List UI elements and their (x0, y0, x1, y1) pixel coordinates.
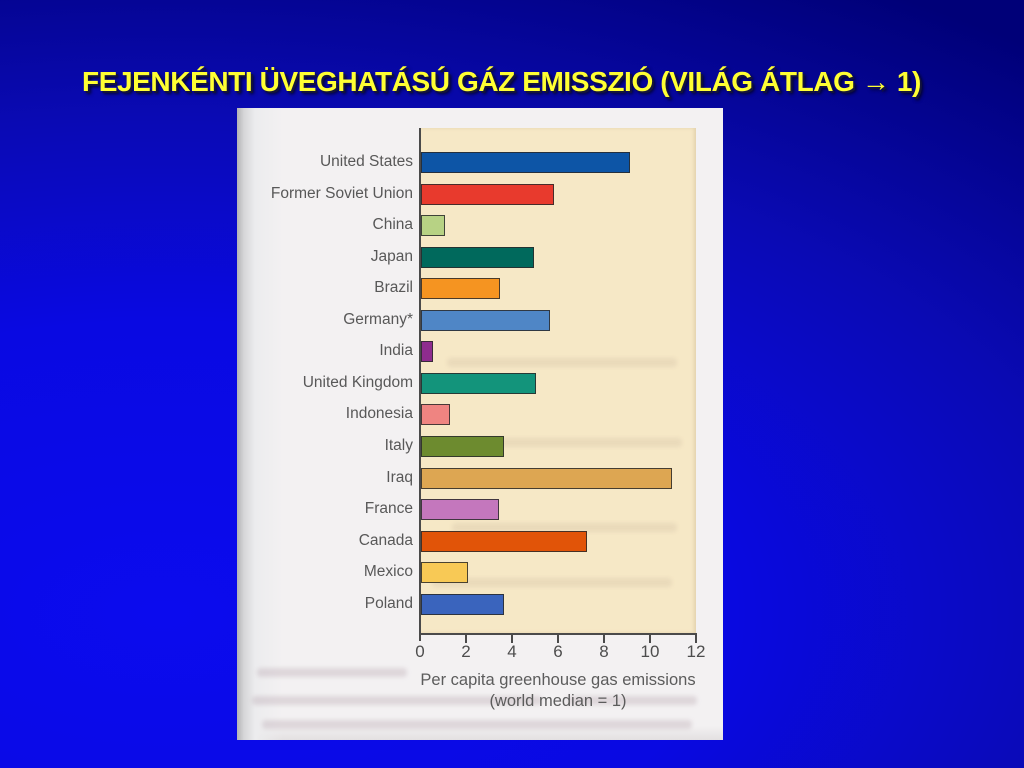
tick-mark (557, 635, 559, 643)
bar-label: Italy (384, 437, 413, 454)
bleed-through-text (437, 438, 682, 447)
bleed-through-text (432, 578, 672, 587)
bar-label: Brazil (374, 279, 413, 296)
x-axis-caption-line2: (world median = 1) (489, 692, 627, 710)
x-axis-caption: Per capita greenhouse gas emissions (wor… (388, 670, 728, 712)
tick-label: 4 (507, 642, 517, 661)
bar-label: Germany* (343, 311, 413, 328)
tick-label: 2 (461, 642, 471, 661)
bar (421, 499, 499, 520)
tick-mark (603, 635, 605, 643)
bar-label: France (364, 500, 413, 517)
bar (421, 594, 504, 615)
x-axis-caption-line1: Per capita greenhouse gas emissions (420, 671, 696, 689)
bleed-through-text (252, 696, 542, 705)
bleed-through-text (452, 523, 677, 532)
bar-label: Former Soviet Union (270, 185, 413, 202)
bar (421, 468, 672, 489)
tick-label: 8 (599, 642, 609, 661)
tick-mark (511, 635, 513, 643)
bar-label: Iraq (386, 469, 413, 486)
bar (421, 215, 445, 236)
tick-mark (465, 635, 467, 643)
y-axis-line (419, 128, 421, 641)
bleed-through-text (447, 358, 677, 367)
bar-label: China (372, 216, 414, 233)
slide-title: FEJENKÉNTI ÜVEGHATÁSÚ GÁZ EMISSZIÓ (VILÁ… (82, 66, 921, 97)
tick-label: 6 (553, 642, 563, 661)
chart-image: United States Former Soviet Union China Jap… (237, 108, 723, 740)
bar (421, 247, 534, 268)
bar (421, 562, 468, 583)
bleed-through-text (257, 668, 407, 677)
tick-label: 0 (415, 642, 425, 661)
bar (421, 404, 450, 425)
tick-mark (649, 635, 651, 643)
bar-label: Poland (364, 595, 413, 612)
bar-label: Canada (358, 532, 413, 549)
bleed-through-text (567, 696, 697, 705)
bar (421, 152, 630, 173)
bar-label: Japan (370, 248, 413, 265)
bar-label: United States (319, 153, 413, 170)
tick-mark (695, 635, 697, 643)
bar (421, 278, 500, 299)
x-axis-line (419, 633, 697, 635)
bar (421, 341, 433, 362)
bar (421, 373, 536, 394)
bar (421, 310, 550, 331)
bar-label: Mexico (363, 563, 413, 580)
tick-label: 10 (640, 642, 660, 661)
bar-label: India (379, 342, 413, 359)
bar (421, 436, 504, 457)
bar-label: United Kingdom (302, 374, 413, 391)
bar (421, 531, 587, 552)
bar-label: Indonesia (345, 405, 413, 422)
bleed-through-text (262, 720, 692, 729)
tick-label: 12 (686, 642, 706, 661)
bar (421, 184, 554, 205)
